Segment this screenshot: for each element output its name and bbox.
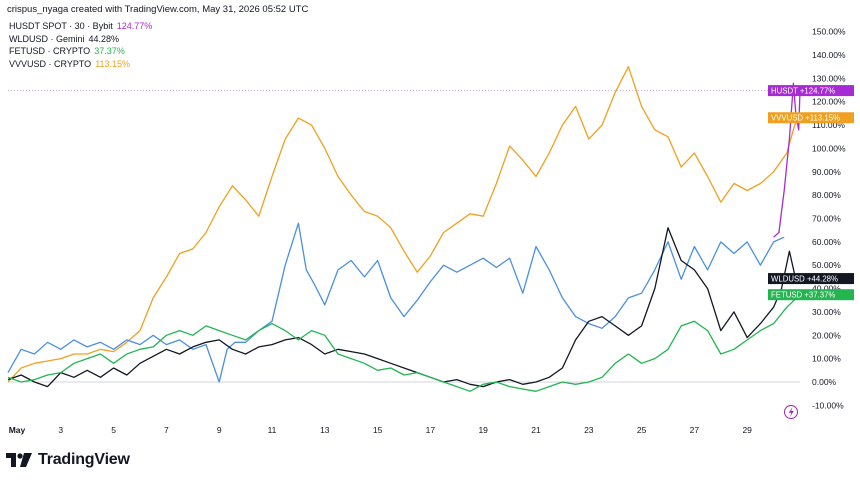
x-tick-label: 11 [268, 425, 277, 435]
y-tick-label: 10.00% [812, 354, 841, 364]
series-line-husdt [773, 82, 801, 238]
y-tick-label: 110.00% [812, 120, 845, 130]
price-tag-vvvusd [768, 112, 854, 124]
x-tick-label: 29 [742, 425, 752, 435]
y-tick-label: 90.00% [812, 167, 841, 177]
y-tick-label: 80.00% [812, 190, 841, 200]
y-tick-label: 20.00% [812, 330, 841, 340]
legend-row-wldusd[interactable]: WLDUSD · Gemini 44.28% [9, 33, 152, 46]
y-tick-label: 70.00% [812, 214, 841, 224]
series-line-vvvusd [7, 66, 801, 383]
brand-wordmark: TradingView [38, 451, 130, 468]
legend-value: 44.28% [88, 33, 120, 44]
y-tick-label: 150.00% [812, 27, 846, 37]
x-tick-label: 13 [320, 425, 330, 435]
price-tag-text: HUSDT +124.77% [771, 87, 835, 96]
price-tag-husdt [768, 85, 854, 97]
lightning-bolt-icon [784, 405, 798, 419]
tradingview-logo-icon [6, 453, 32, 467]
y-tick-label: 130.00% [812, 73, 846, 83]
legend-row-vvvusd[interactable]: VVVUSD · CRYPTO 113.15% [9, 58, 152, 71]
x-tick-label: 25 [637, 425, 647, 435]
x-tick-label: 19 [478, 425, 488, 435]
legend-value: 113.15% [95, 58, 131, 69]
legend-label: FETUSD · CRYPTO [9, 46, 91, 56]
series-line-fetusd [7, 294, 801, 392]
legend-label: WLDUSD · Gemini [9, 33, 85, 44]
x-tick-label: 7 [164, 425, 169, 435]
legend-row-fetusd[interactable]: FETUSD · CRYPTO 37.37% [9, 45, 152, 58]
x-tick-label: 27 [690, 425, 700, 435]
legend-row-husdt[interactable]: HUSDT SPOT · 30 · Bybit 124.77% [9, 20, 152, 33]
x-tick-label: 17 [426, 425, 436, 435]
price-tag-text: VVVUSD +113.15% [771, 114, 840, 123]
y-tick-label: 40.00% [812, 284, 841, 294]
x-tick-label: 21 [531, 425, 541, 435]
y-tick-label: 0.00% [812, 377, 837, 387]
series-line-blue [7, 222, 785, 383]
y-tick-label: -10.00% [812, 400, 844, 410]
y-tick-label: 140.00% [812, 50, 846, 60]
legend-label: VVVUSD · CRYPTO [9, 58, 92, 69]
x-tick-label: 5 [111, 425, 116, 435]
x-tick-label: May [9, 425, 26, 435]
legend-value: 37.37% [94, 46, 125, 56]
legend-label: HUSDT SPOT · 30 · Bybit [9, 21, 113, 31]
y-tick-label: 30.00% [812, 307, 841, 317]
price-tag-text: FETUSD +37.37% [771, 291, 835, 300]
x-tick-label: 23 [584, 425, 594, 435]
y-tick-label: 120.00% [812, 97, 846, 107]
legend: HUSDT SPOT · 30 · Bybit 124.77% WLDUSD · … [9, 20, 152, 70]
price-tag-wldusd [768, 273, 854, 285]
tradingview-brand[interactable]: TradingView [6, 451, 130, 469]
x-tick-label: 3 [58, 425, 63, 435]
y-tick-label: 100.00% [812, 143, 846, 153]
x-tick-label: 15 [373, 425, 383, 435]
chart-credit: crispus_nyaga created with TradingView.c… [7, 4, 309, 15]
price-tag-fetusd [768, 289, 854, 301]
legend-value: 124.77% [116, 21, 153, 31]
y-tick-label: 50.00% [812, 260, 841, 270]
price-tag-text: WLDUSD +44.28% [771, 275, 838, 284]
x-tick-label: 9 [217, 425, 222, 435]
y-tick-label: 60.00% [812, 237, 841, 247]
